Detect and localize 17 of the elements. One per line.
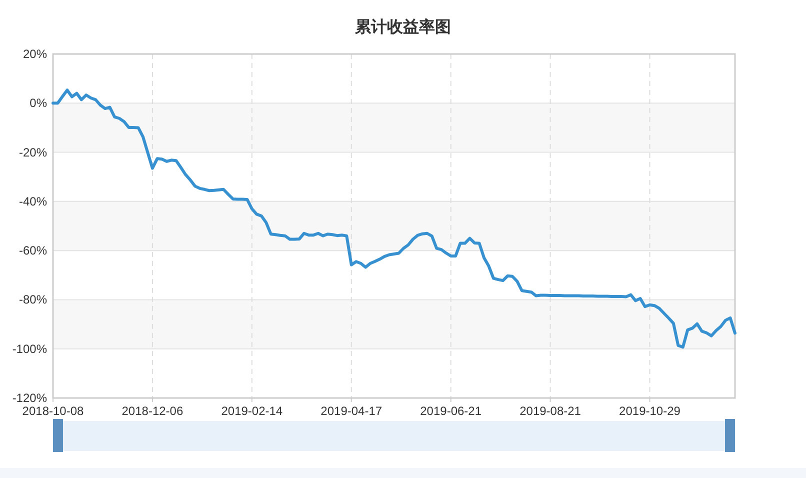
y-tick-label: -100% [12, 342, 48, 356]
x-tick-label: 2019-02-14 [221, 404, 283, 418]
chart-title: 累计收益率图 [354, 17, 451, 36]
x-tick-label: 2018-12-06 [122, 404, 184, 418]
x-tick-label: 2018-10-08 [22, 404, 84, 418]
y-tick-label: 0% [30, 96, 48, 110]
line-series [52, 88, 736, 349]
x-tick-label: 2019-08-21 [520, 404, 582, 418]
y-tick-label: 20% [22, 47, 48, 61]
x-tick-label: 2019-04-17 [320, 404, 382, 418]
y-tick-label: -40% [18, 194, 48, 208]
x-tick-label: 2019-10-29 [619, 404, 681, 418]
y-tick-label: -120% [12, 391, 48, 405]
y-tick-label: -60% [18, 244, 48, 258]
y-tick-label: -80% [18, 292, 48, 307]
x-tick-label: 2019-06-21 [420, 404, 482, 418]
y-tick-label: -20% [18, 145, 48, 160]
